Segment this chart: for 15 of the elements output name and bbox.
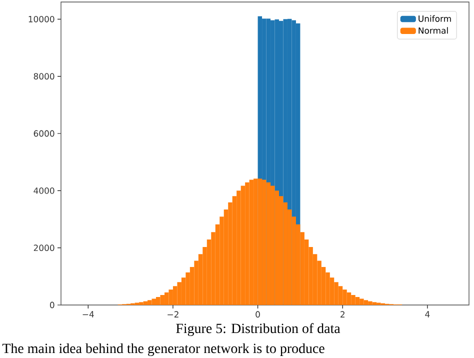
- legend-label: Uniform: [418, 15, 451, 22]
- y-tick-label: 4000: [34, 187, 54, 194]
- text: The main idea behind the generator network is to produce: [2, 343, 324, 356]
- y-tick-label: 6000: [34, 130, 54, 137]
- x-tick-label: 2: [340, 311, 344, 318]
- x-tick-label: 4: [425, 311, 430, 318]
- x-tick-label: −4: [82, 311, 94, 318]
- x-tick-label: −2: [168, 311, 178, 318]
- y-tick-label: 10000: [28, 16, 54, 22]
- y-tick-label: 0: [50, 302, 54, 308]
- caption: Figure 5: Distribution of data: [176, 323, 340, 336]
- legend-label: Normal: [418, 27, 448, 34]
- y-tick-label: 2000: [34, 244, 54, 252]
- y-tick-label: 8000: [34, 73, 54, 80]
- x-tick-label: 0: [256, 311, 260, 318]
